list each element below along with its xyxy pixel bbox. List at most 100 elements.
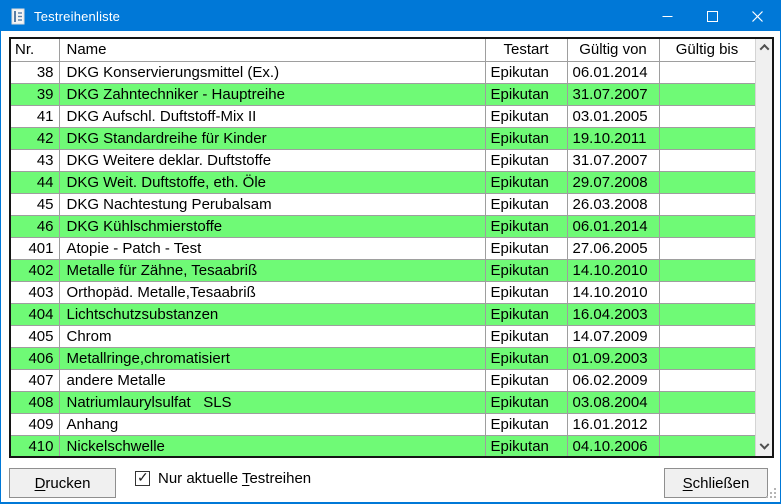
cell-testart[interactable]: Epikutan (485, 193, 568, 216)
cell-gueltig-von[interactable]: 16.01.2012 (567, 413, 660, 436)
column-header-nr[interactable]: Nr. (11, 39, 60, 62)
table-row[interactable]: 410 Nickelschwelle Epikutan 04.10.2006 (11, 435, 756, 456)
cell-gueltig-von[interactable]: 04.10.2006 (567, 435, 660, 456)
cell-name[interactable]: Atopie - Patch - Test (59, 237, 486, 260)
cell-name[interactable]: Metalle für Zähne, Tesaabriß (59, 259, 486, 282)
cell-gueltig-von[interactable]: 16.04.2003 (567, 303, 660, 326)
cell-name[interactable]: andere Metalle (59, 369, 486, 392)
cell-testart[interactable]: Epikutan (485, 259, 568, 282)
cell-gueltig-bis[interactable] (659, 391, 756, 414)
cell-gueltig-von[interactable]: 31.07.2007 (567, 149, 660, 172)
only-current-checkbox-group[interactable]: Nur aktuelle Testreihen (135, 469, 312, 487)
cell-name[interactable]: Orthopäd. Metalle,Tesaabriß (59, 281, 486, 304)
cell-gueltig-von[interactable]: 03.08.2004 (567, 391, 660, 414)
cell-testart[interactable]: Epikutan (485, 369, 568, 392)
close-button[interactable] (735, 1, 780, 31)
table-row[interactable]: 38 DKG Konservierungsmittel (Ex.) Epikut… (11, 61, 756, 84)
column-header-name[interactable]: Name (59, 39, 486, 62)
cell-name[interactable]: DKG Konservierungsmittel (Ex.) (59, 61, 486, 84)
table-row[interactable]: 46 DKG Kühlschmierstoffe Epikutan 06.01.… (11, 215, 756, 238)
cell-testart[interactable]: Epikutan (485, 303, 568, 326)
titlebar[interactable]: Testreihenliste (1, 1, 780, 31)
table-row[interactable]: 43 DKG Weitere deklar. Duftstoffe Epikut… (11, 149, 756, 172)
cell-name[interactable]: DKG Weit. Duftstoffe, eth. Öle (59, 171, 486, 194)
cell-gueltig-von[interactable]: 14.10.2010 (567, 259, 660, 282)
cell-gueltig-von[interactable]: 03.01.2005 (567, 105, 660, 128)
cell-nr[interactable]: 42 (11, 127, 60, 150)
cell-gueltig-von[interactable]: 06.01.2014 (567, 61, 660, 84)
table-row[interactable]: 408 Natriumlaurylsulfat SLS Epikutan 03.… (11, 391, 756, 414)
cell-name[interactable]: DKG Kühlschmierstoffe (59, 215, 486, 238)
cell-gueltig-bis[interactable] (659, 105, 756, 128)
cell-nr[interactable]: 407 (11, 369, 60, 392)
cell-name[interactable]: DKG Zahntechniker - Hauptreihe (59, 83, 486, 106)
table-row[interactable]: 403 Orthopäd. Metalle,Tesaabriß Epikutan… (11, 281, 756, 304)
cell-name[interactable]: DKG Aufschl. Duftstoff-Mix II (59, 105, 486, 128)
table-row[interactable]: 39 DKG Zahntechniker - Hauptreihe Epikut… (11, 83, 756, 106)
cell-nr[interactable]: 44 (11, 171, 60, 194)
cell-nr[interactable]: 403 (11, 281, 60, 304)
cell-nr[interactable]: 39 (11, 83, 60, 106)
cell-gueltig-bis[interactable] (659, 347, 756, 370)
cell-name[interactable]: DKG Standardreihe für Kinder (59, 127, 486, 150)
cell-gueltig-bis[interactable] (659, 171, 756, 194)
print-button[interactable]: Drucken (9, 468, 116, 498)
cell-nr[interactable]: 408 (11, 391, 60, 414)
cell-nr[interactable]: 405 (11, 325, 60, 348)
cell-nr[interactable]: 401 (11, 237, 60, 260)
column-header-gueltig-bis[interactable]: Gültig bis (659, 39, 756, 62)
cell-testart[interactable]: Epikutan (485, 391, 568, 414)
cell-name[interactable]: Lichtschutzsubstanzen (59, 303, 486, 326)
table-row[interactable]: 45 DKG Nachtestung Perubalsam Epikutan 2… (11, 193, 756, 216)
cell-testart[interactable]: Epikutan (485, 83, 568, 106)
cell-gueltig-von[interactable]: 06.01.2014 (567, 215, 660, 238)
cell-nr[interactable]: 410 (11, 435, 60, 456)
cell-nr[interactable]: 402 (11, 259, 60, 282)
cell-gueltig-bis[interactable] (659, 435, 756, 456)
table-row[interactable]: 409 Anhang Epikutan 16.01.2012 (11, 413, 756, 436)
table-row[interactable]: 406 Metallringe,chromatisiert Epikutan 0… (11, 347, 756, 370)
cell-gueltig-von[interactable]: 14.07.2009 (567, 325, 660, 348)
cell-gueltig-bis[interactable] (659, 259, 756, 282)
cell-testart[interactable]: Epikutan (485, 281, 568, 304)
scroll-up-button[interactable] (756, 39, 772, 56)
vertical-scrollbar[interactable] (755, 39, 772, 456)
cell-testart[interactable]: Epikutan (485, 149, 568, 172)
cell-name[interactable]: Metallringe,chromatisiert (59, 347, 486, 370)
cell-testart[interactable]: Epikutan (485, 413, 568, 436)
cell-gueltig-von[interactable]: 27.06.2005 (567, 237, 660, 260)
minimize-button[interactable] (645, 1, 690, 31)
cell-gueltig-bis[interactable] (659, 281, 756, 304)
cell-nr[interactable]: 409 (11, 413, 60, 436)
cell-nr[interactable]: 45 (11, 193, 60, 216)
cell-nr[interactable]: 41 (11, 105, 60, 128)
cell-nr[interactable]: 404 (11, 303, 60, 326)
cell-gueltig-bis[interactable] (659, 413, 756, 436)
cell-gueltig-bis[interactable] (659, 127, 756, 150)
table-row[interactable]: 44 DKG Weit. Duftstoffe, eth. Öle Epikut… (11, 171, 756, 194)
cell-testart[interactable]: Epikutan (485, 127, 568, 150)
checkbox-label[interactable]: Nur aktuelle Testreihen (158, 470, 312, 487)
cell-testart[interactable]: Epikutan (485, 171, 568, 194)
cell-nr[interactable]: 38 (11, 61, 60, 84)
cell-gueltig-von[interactable]: 06.02.2009 (567, 369, 660, 392)
cell-gueltig-bis[interactable] (659, 237, 756, 260)
maximize-button[interactable] (690, 1, 735, 31)
table-row[interactable]: 407 andere Metalle Epikutan 06.02.2009 (11, 369, 756, 392)
cell-testart[interactable]: Epikutan (485, 237, 568, 260)
resize-grip-icon[interactable] (765, 486, 777, 498)
cell-gueltig-von[interactable]: 14.10.2010 (567, 281, 660, 304)
cell-gueltig-von[interactable]: 19.10.2011 (567, 127, 660, 150)
close-dialog-button[interactable]: Schließen (664, 468, 768, 498)
cell-gueltig-bis[interactable] (659, 149, 756, 172)
cell-gueltig-bis[interactable] (659, 369, 756, 392)
cell-testart[interactable]: Epikutan (485, 105, 568, 128)
cell-gueltig-von[interactable]: 31.07.2007 (567, 83, 660, 106)
table-row[interactable]: 405 Chrom Epikutan 14.07.2009 (11, 325, 756, 348)
column-header-testart[interactable]: Testart (485, 39, 568, 62)
cell-nr[interactable]: 43 (11, 149, 60, 172)
cell-gueltig-bis[interactable] (659, 325, 756, 348)
cell-testart[interactable]: Epikutan (485, 61, 568, 84)
table-row[interactable]: 404 Lichtschutzsubstanzen Epikutan 16.04… (11, 303, 756, 326)
cell-name[interactable]: DKG Nachtestung Perubalsam (59, 193, 486, 216)
